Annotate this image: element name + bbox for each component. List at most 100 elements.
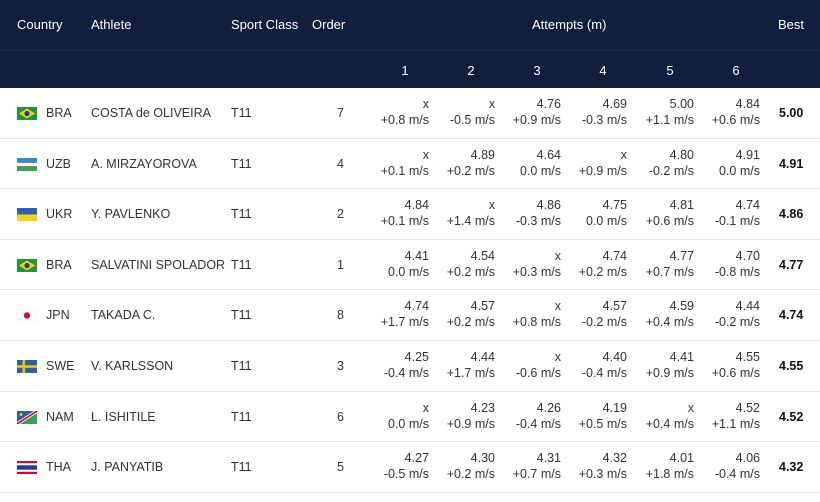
attempt-distance: 4.70: [735, 248, 760, 263]
best-mark: 4.55: [779, 359, 804, 373]
attempt-distance: 4.55: [735, 350, 760, 364]
attempt-cell-2: 4.89 +0.2 m/s: [429, 147, 495, 179]
athlete-name[interactable]: Y. PAVLENKO: [91, 207, 171, 222]
attempt-wind: +0.8 m/s: [380, 113, 429, 127]
attempt-wind: +0.3 m/s: [578, 467, 627, 482]
attempt-distance: 4.31: [536, 451, 561, 466]
best-mark: 4.91: [779, 156, 804, 171]
attempt-distance: x: [422, 400, 429, 415]
attempt-cell-5: 4.77 +0.7 m/s: [628, 248, 694, 280]
attempt-cell-6: 4.06 -0.4 m/s: [694, 450, 760, 482]
table-row[interactable]: SWE V. KARLSSON T11 3 4.25 -0.4 m/s 4.44 +1.7 m…: [0, 341, 820, 392]
athlete-name[interactable]: TAKADA C.: [91, 308, 156, 323]
header-athlete[interactable]: Athlete: [91, 17, 132, 32]
header-order[interactable]: Order: [312, 17, 346, 32]
attempt-distance: 4.91: [735, 147, 760, 162]
attempt-cell-1: 4.27 -0.5 m/s: [363, 450, 429, 482]
attempt-cell-1: x +0.1 m/s: [363, 147, 429, 179]
header-best[interactable]: Best: [778, 17, 805, 32]
attempt-distance: 4.44: [735, 299, 760, 314]
attempt-wind: +1.7 m/s: [380, 315, 429, 330]
attempt-cell-2: 4.23 +0.9 m/s: [429, 400, 495, 432]
attempt-wind: +0.6 m/s: [711, 366, 760, 380]
attempt-distance: 4.30: [470, 451, 495, 466]
attempt-wind: 0.0 m/s: [388, 264, 429, 279]
athlete-name[interactable]: J. PANYATIB: [91, 460, 164, 475]
attempt-wind: +0.2 m/s: [578, 264, 627, 279]
attempt-distance: 4.41: [404, 248, 429, 263]
flag-bra-icon: [17, 258, 37, 272]
table-header: Country Athlete Sport Class Order Attemp…: [0, 0, 820, 50]
country-code: JPN: [46, 308, 70, 323]
table-row[interactable]: UZB A. MIRZAYOROVA T11 4 x +0.1 m/s 4.89 +0.2 m…: [0, 139, 820, 190]
table-row[interactable]: THA J. PANYATIB T11 5 4.27 -0.5 m/s 4.30 +0.2 m…: [0, 442, 820, 493]
sport-class: T11: [231, 207, 252, 222]
attempt-wind: 0.0 m/s: [586, 214, 627, 229]
header-attempt-3: 3: [533, 63, 541, 78]
attempt-cell-1: x +0.8 m/s: [363, 96, 429, 128]
header-sport-class[interactable]: Sport Class: [231, 17, 299, 32]
table-row[interactable]: BRA SALVATINI SPOLADOR T11 1 4.41 0.0 m/s 4.54…: [0, 240, 820, 291]
attempt-distance: 4.69: [602, 97, 627, 111]
attempt-cell-4: 4.40 -0.4 m/s: [561, 349, 627, 381]
attempt-distance: 4.80: [669, 147, 694, 162]
country-code: SWE: [46, 359, 75, 373]
attempt-distance: 4.27: [404, 451, 429, 466]
attempt-distance: x: [687, 400, 694, 415]
attempt-wind: -0.2 m/s: [714, 315, 760, 330]
attempt-cell-3: x +0.3 m/s: [495, 248, 561, 280]
athlete-name[interactable]: V. KARLSSON: [91, 359, 174, 373]
athlete-name[interactable]: L. ISHITILE: [91, 409, 156, 424]
start-order: 6: [337, 409, 344, 424]
attempt-distance: x: [488, 97, 495, 111]
attempt-wind: -0.8 m/s: [714, 264, 760, 279]
sport-class: T11: [231, 359, 252, 373]
attempt-wind: -0.5 m/s: [383, 467, 429, 482]
attempt-cell-5: 5.00 +1.1 m/s: [628, 96, 694, 128]
athlete-name[interactable]: SALVATINI SPOLADOR: [91, 257, 226, 272]
attempt-cell-6: 4.74 -0.1 m/s: [694, 197, 760, 229]
country-code: UKR: [46, 207, 73, 222]
attempt-distance: 4.19: [602, 400, 627, 415]
attempt-wind: -0.3 m/s: [515, 214, 561, 229]
sport-class: T11: [231, 106, 252, 120]
attempt-wind: -0.4 m/s: [714, 467, 760, 482]
flag-uzb-icon: [17, 157, 37, 171]
athlete-name[interactable]: COSTA de OLIVEIRA: [91, 106, 211, 120]
attempt-cell-4: 4.32 +0.3 m/s: [561, 450, 627, 482]
attempt-wind: +0.8 m/s: [512, 315, 561, 330]
best-mark: 4.32: [779, 460, 804, 475]
attempt-distance: x: [554, 248, 561, 263]
flag-bra-icon: [17, 107, 37, 120]
attempt-wind: +0.9 m/s: [578, 163, 627, 178]
attempt-distance: 4.54: [470, 248, 495, 263]
athlete-name[interactable]: A. MIRZAYOROVA: [91, 156, 197, 171]
header-country[interactable]: Country: [17, 17, 63, 32]
attempt-wind: +0.4 m/s: [645, 416, 694, 431]
start-order: 3: [337, 359, 344, 373]
attempt-cell-1: 4.84 +0.1 m/s: [363, 197, 429, 229]
country-code: BRA: [46, 106, 72, 120]
attempt-wind: -0.4 m/s: [515, 416, 561, 431]
table-row[interactable]: BRA COSTA de OLIVEIRA T11 7 x +0.8 m/s x -0.5 m…: [0, 88, 820, 139]
attempt-wind: +0.7 m/s: [512, 467, 561, 482]
attempt-distance: 4.64: [536, 147, 561, 162]
attempt-distance: 4.32: [602, 451, 627, 466]
table-row[interactable]: NAM L. ISHITILE T11 6 x 0.0 m/s 4.23 +0.9 m/s 4.…: [0, 392, 820, 443]
attempt-distance: 4.23: [470, 400, 495, 415]
attempt-distance: 4.84: [735, 97, 760, 111]
attempt-wind: +1.7 m/s: [446, 366, 495, 380]
attempt-cell-1: 4.41 0.0 m/s: [363, 248, 429, 280]
flag-jpn-icon: [17, 309, 37, 323]
attempt-distance: 5.00: [669, 97, 694, 111]
attempt-wind: +0.5 m/s: [578, 416, 627, 431]
attempt-distance: 4.74: [602, 248, 627, 263]
table-row[interactable]: JPN TAKADA C. T11 8 4.74 +1.7 m/s 4.57 +0.2 m/s…: [0, 290, 820, 341]
table-row[interactable]: UKR Y. PAVLENKO T11 2 4.84 +0.1 m/s x +1.4 m/s 4…: [0, 189, 820, 240]
attempt-distance: 4.41: [669, 350, 694, 364]
attempt-distance: 4.74: [735, 198, 760, 213]
attempt-distance: 4.06: [735, 451, 760, 466]
attempt-wind: -0.2 m/s: [648, 163, 694, 178]
attempt-cell-5: 4.80 -0.2 m/s: [628, 147, 694, 179]
